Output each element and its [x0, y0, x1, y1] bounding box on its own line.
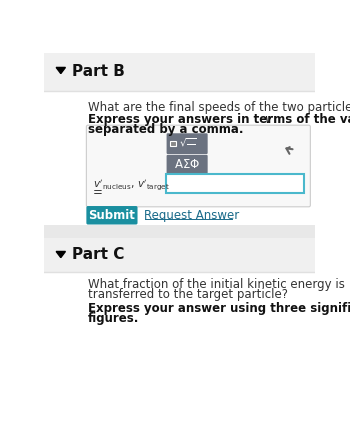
FancyBboxPatch shape [170, 141, 175, 146]
Text: Request Answer: Request Answer [145, 209, 240, 222]
FancyBboxPatch shape [44, 238, 315, 272]
Text: $v$: $v$ [264, 113, 273, 126]
Text: Part C: Part C [72, 247, 124, 262]
Polygon shape [56, 67, 65, 73]
FancyBboxPatch shape [86, 206, 138, 224]
FancyBboxPatch shape [44, 225, 315, 238]
Text: figures.: figures. [88, 312, 139, 325]
Text: Express your answers in terms of the variable: Express your answers in terms of the var… [88, 113, 350, 126]
FancyBboxPatch shape [167, 133, 208, 154]
Text: What fraction of the initial kinetic energy is: What fraction of the initial kinetic ene… [88, 279, 345, 291]
Polygon shape [56, 251, 65, 257]
FancyBboxPatch shape [86, 125, 310, 207]
Text: transferred to the target particle?: transferred to the target particle? [88, 289, 288, 301]
Text: $v'_{\mathrm{nucleus}}$, $v'_{\mathrm{target}}$: $v'_{\mathrm{nucleus}}$, $v'_{\mathrm{ta… [92, 177, 170, 191]
Text: Express your answer using three significant: Express your answer using three signific… [88, 301, 350, 315]
FancyBboxPatch shape [167, 155, 208, 176]
Text: Part B: Part B [72, 64, 125, 79]
Text: What are the final speeds of the two particles?: What are the final speeds of the two par… [88, 100, 350, 114]
FancyBboxPatch shape [166, 174, 304, 193]
FancyBboxPatch shape [44, 53, 315, 91]
Text: separated by a comma.: separated by a comma. [88, 123, 244, 136]
Text: $\sqrt{\overline{\ \ }}$: $\sqrt{\overline{\ \ }}$ [178, 136, 197, 149]
Text: Submit: Submit [89, 209, 135, 222]
Text: $\mathrm{A\Sigma\Phi}$: $\mathrm{A\Sigma\Phi}$ [174, 158, 200, 171]
Text: =: = [92, 186, 103, 199]
